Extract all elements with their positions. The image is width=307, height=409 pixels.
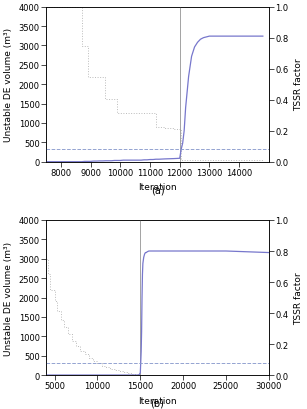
Y-axis label: Unstable DE volume (m³): Unstable DE volume (m³) xyxy=(4,28,13,142)
Text: (b): (b) xyxy=(150,398,164,408)
Y-axis label: Unstable DE volume (m³): Unstable DE volume (m³) xyxy=(4,241,13,355)
X-axis label: Iteration: Iteration xyxy=(138,396,177,405)
Y-axis label: TSSR factor: TSSR factor xyxy=(294,272,303,324)
Y-axis label: TSSR factor: TSSR factor xyxy=(294,59,303,111)
Text: (a): (a) xyxy=(151,185,164,195)
X-axis label: Iteration: Iteration xyxy=(138,183,177,192)
